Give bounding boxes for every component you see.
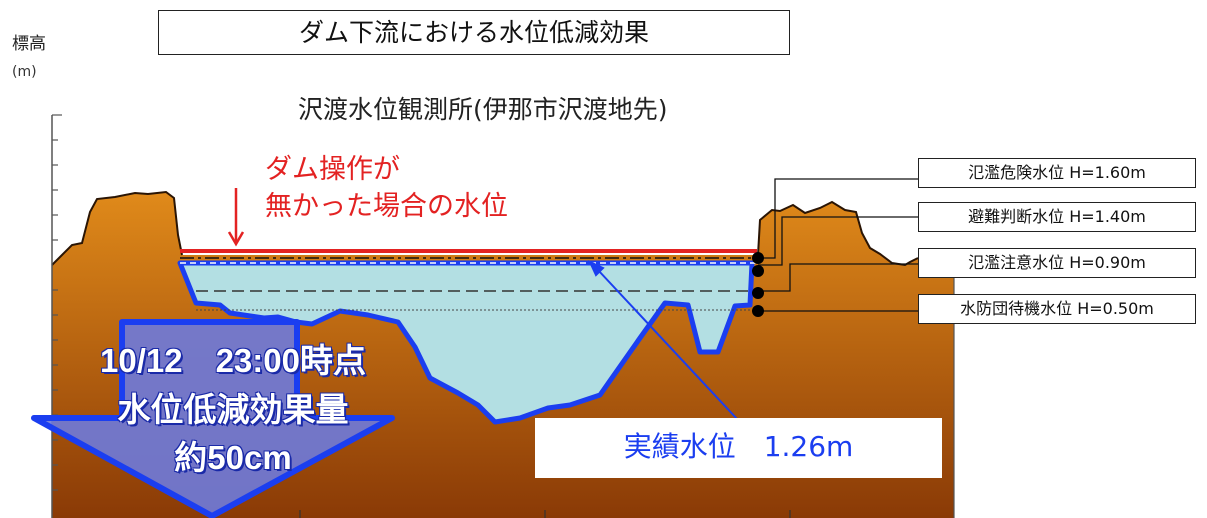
water-body bbox=[180, 263, 752, 422]
left-bank-outline bbox=[51, 190, 183, 266]
effect-line1: 10/12 23:00時点 bbox=[100, 342, 366, 379]
actual-water-outline bbox=[177, 260, 755, 425]
level-dots bbox=[752, 252, 764, 317]
level-label-evacuation: 避難判断水位 H=1.40m bbox=[918, 202, 1196, 232]
level-label-flood-danger: 氾濫危険水位 H=1.60m bbox=[918, 158, 1196, 188]
note-down-arrow bbox=[227, 188, 245, 247]
no-dam-note-line2: 無かった場合の水位 bbox=[265, 191, 508, 222]
no-dam-note-line1: ダム操作が bbox=[265, 154, 400, 185]
actual-pointer-arrow bbox=[587, 259, 739, 421]
level-label-flood-caution: 氾濫注意水位 H=0.90m bbox=[918, 248, 1196, 278]
x-axis-ticks bbox=[299, 510, 791, 518]
effect-arrow bbox=[31, 319, 395, 518]
actual-level-label: 実績水位 1.26m bbox=[535, 418, 942, 478]
station-name: 沢渡水位観測所(伊那市沢渡地先) bbox=[298, 95, 668, 124]
level-label-standby: 水防団待機水位 H=0.50m bbox=[918, 294, 1196, 324]
y-axis-label: 標高 bbox=[12, 34, 46, 54]
page-title: ダム下流における水位低減効果 bbox=[158, 10, 790, 55]
effect-line2: 水位低減効果量 bbox=[117, 391, 349, 428]
y-axis-unit: (m) bbox=[12, 64, 37, 80]
level-leaders bbox=[758, 178, 918, 312]
effect-line3: 約50cm bbox=[174, 439, 292, 476]
